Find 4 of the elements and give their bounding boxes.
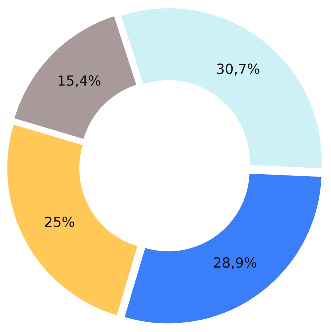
data-label: 30,7% xyxy=(217,64,260,76)
data-label: 28,9% xyxy=(214,258,257,270)
data-label: 15,4% xyxy=(58,76,101,88)
data-label: 25% xyxy=(45,216,74,228)
